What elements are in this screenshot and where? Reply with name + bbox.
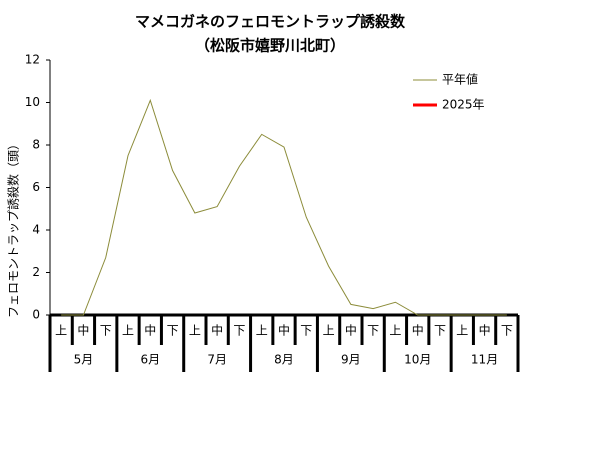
x-tick-label: 下 bbox=[367, 324, 379, 338]
legend-label: 平年値 bbox=[442, 72, 478, 87]
y-tick-label: 8 bbox=[32, 138, 40, 152]
y-tick-label: 4 bbox=[32, 223, 40, 237]
x-tick-label: 中 bbox=[412, 323, 424, 338]
x-tick-label: 下 bbox=[167, 324, 179, 338]
x-tick-label: 中 bbox=[345, 323, 357, 338]
y-tick-label: 10 bbox=[25, 95, 40, 109]
x-tick-label: 中 bbox=[77, 323, 89, 338]
x-tick-label: 上 bbox=[256, 324, 268, 338]
x-tick-label: 下 bbox=[100, 324, 112, 338]
y-tick-label: 2 bbox=[32, 265, 40, 279]
x-group-label: 8月 bbox=[274, 353, 294, 367]
x-group-label: 11月 bbox=[471, 353, 498, 367]
x-tick-label: 上 bbox=[55, 324, 67, 338]
x-tick-label: 上 bbox=[389, 324, 401, 338]
x-tick-label: 下 bbox=[501, 324, 513, 338]
x-tick-label: 上 bbox=[323, 324, 335, 338]
x-tick-label: 中 bbox=[278, 323, 290, 338]
y-tick-label: 6 bbox=[32, 180, 40, 194]
y-tick-label: 12 bbox=[25, 53, 40, 67]
chart-title: マメコガネのフェロモントラップ誘殺数 bbox=[135, 13, 406, 31]
chart-subtitle: （松阪市嬉野川北町） bbox=[195, 37, 345, 55]
x-tick-label: 下 bbox=[233, 324, 245, 338]
x-tick-label: 上 bbox=[122, 324, 134, 338]
y-tick-label: 0 bbox=[32, 308, 40, 322]
x-tick-label: 中 bbox=[144, 323, 156, 338]
x-tick-label: 中 bbox=[211, 323, 223, 338]
x-group-label: 10月 bbox=[404, 353, 431, 367]
legend-label: 2025年 bbox=[442, 98, 485, 112]
x-tick-label: 中 bbox=[479, 323, 491, 338]
y-axis-label: フェロモントラップ誘殺数（頭） bbox=[6, 138, 21, 318]
x-group-label: 7月 bbox=[207, 353, 227, 367]
x-group-label: 5月 bbox=[74, 353, 94, 367]
x-group-label: 6月 bbox=[140, 353, 160, 367]
x-tick-label: 上 bbox=[189, 324, 201, 338]
x-tick-label: 下 bbox=[434, 324, 446, 338]
x-group-label: 9月 bbox=[341, 353, 361, 367]
x-tick-label: 下 bbox=[300, 324, 312, 338]
series-line bbox=[61, 98, 507, 316]
x-tick-label: 上 bbox=[456, 324, 468, 338]
